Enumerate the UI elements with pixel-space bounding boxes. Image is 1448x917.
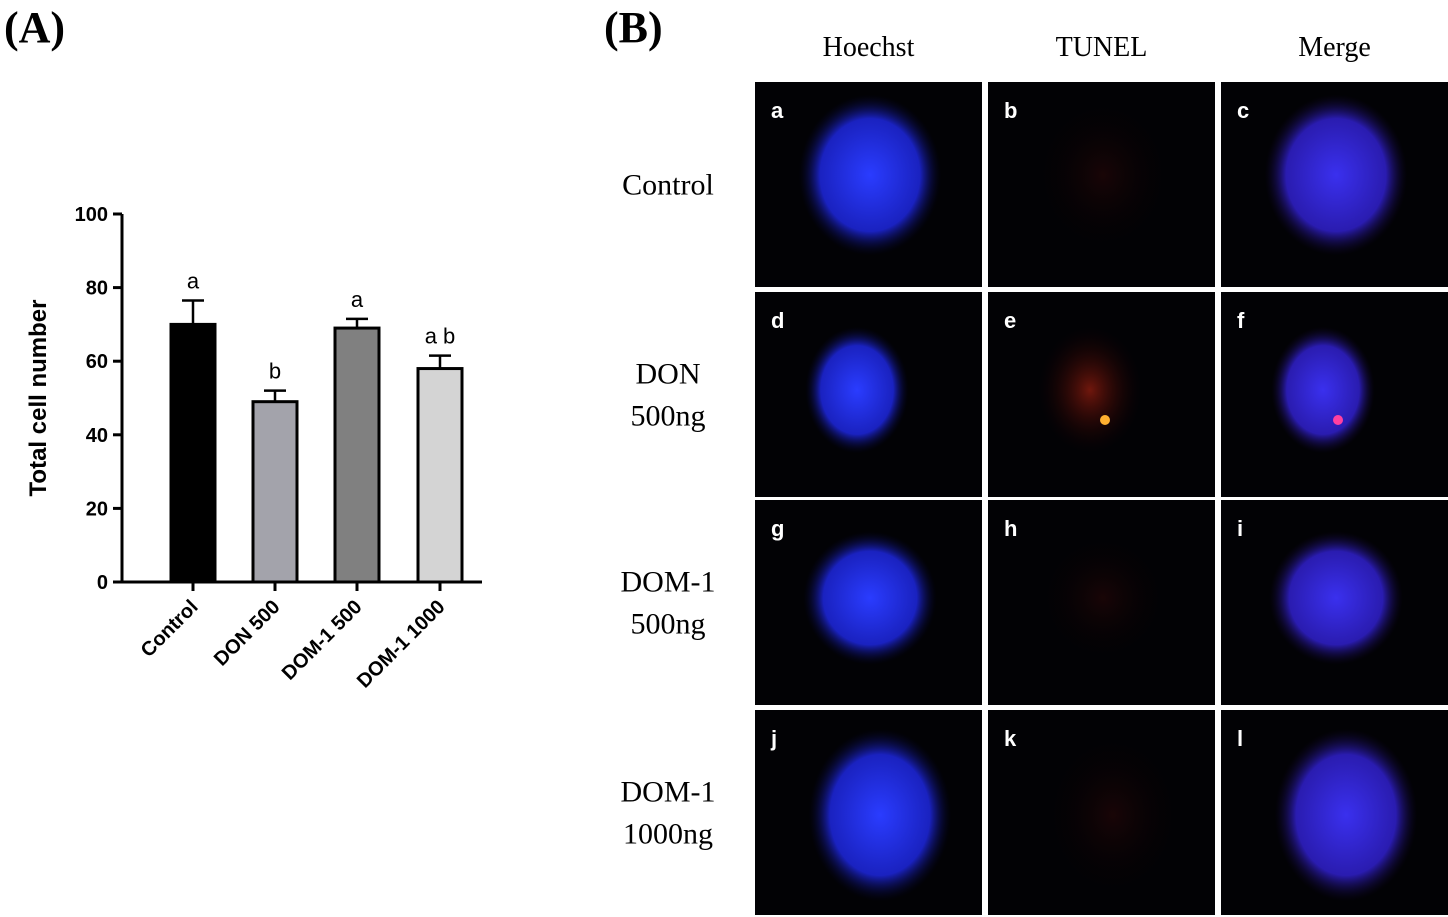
row-label-line: DOM-1 [621, 776, 716, 809]
cell-cluster [805, 326, 909, 454]
significance-letter: b [269, 359, 281, 384]
y-tick-label: 80 [86, 278, 108, 300]
micrograph: a [755, 82, 982, 287]
cell-cluster [1036, 531, 1170, 665]
image-label: c [1237, 98, 1249, 123]
apoptotic-spot [1100, 415, 1110, 425]
cell-cluster [1271, 326, 1375, 454]
image-label: b [1004, 98, 1017, 123]
micrograph: h [988, 500, 1215, 705]
image-label: j [770, 726, 777, 751]
image-label: e [1004, 308, 1016, 333]
significance-letter: a [187, 268, 200, 293]
y-tick-label: 20 [86, 498, 108, 520]
x-tick-label: DON 500 [210, 596, 285, 671]
image-label: d [771, 308, 784, 333]
micrograph: l [1221, 710, 1448, 915]
row-label-line: 500ng [631, 400, 706, 433]
y-tick-label: 100 [75, 204, 108, 226]
column-header: Hoechst [823, 32, 915, 63]
image-label: l [1237, 726, 1243, 751]
row-label: Control [622, 169, 714, 202]
y-tick-label: 40 [86, 425, 108, 447]
y-tick-label: 60 [86, 351, 108, 373]
cell-cluster [1274, 728, 1418, 902]
significance-letter: a b [425, 324, 456, 349]
x-tick-label: Control [137, 596, 203, 662]
panel-label: (A) [4, 3, 65, 52]
micrograph: e [988, 292, 1215, 497]
apoptotic-spot [1333, 415, 1343, 425]
row-label: DON 500ng [631, 358, 706, 433]
column-header: Merge [1298, 32, 1371, 63]
significance-letter: a [351, 287, 364, 312]
image-label: h [1004, 516, 1017, 541]
cell-cluster [1038, 326, 1142, 454]
cell-cluster [1269, 531, 1403, 665]
micrograph: c [1221, 82, 1448, 287]
cell-cluster [808, 728, 952, 902]
image-label: i [1237, 516, 1243, 541]
cell-cluster [1031, 94, 1175, 256]
micrograph: b [988, 82, 1215, 287]
row-label-line: 500ng [631, 608, 706, 641]
image-label: g [771, 516, 784, 541]
bar [416, 367, 464, 584]
cell-cluster [803, 531, 937, 665]
x-tick-label: DOM-1 500 [278, 596, 367, 685]
image-label: f [1237, 308, 1245, 333]
row-label: DOM-1 1000ng [621, 776, 716, 851]
micrograph: d [755, 292, 982, 497]
x-tick-label: DOM-1 1000 [353, 596, 450, 693]
y-axis-label: Total cell number [25, 300, 52, 497]
image-label: k [1004, 726, 1017, 751]
cell-cluster [1041, 728, 1185, 902]
bar [169, 322, 217, 584]
cell-cluster [1264, 94, 1408, 256]
row-label-line: DOM-1 [621, 566, 716, 599]
bar [251, 400, 299, 584]
micrograph: f [1221, 292, 1448, 497]
micrograph: k [988, 710, 1215, 915]
micrograph: g [755, 500, 982, 705]
row-label-line: Control [622, 169, 714, 202]
cell-cluster [798, 94, 942, 256]
micrograph: j [755, 710, 982, 915]
micrograph: i [1221, 500, 1448, 705]
image-label: a [771, 98, 784, 123]
row-label-line: DON [636, 358, 701, 391]
row-label-line: 1000ng [623, 818, 713, 851]
y-tick-label: 0 [97, 572, 108, 594]
row-label: DOM-1 500ng [621, 566, 716, 641]
column-header: TUNEL [1056, 32, 1148, 63]
panel-label: (B) [604, 3, 663, 52]
bar [333, 326, 381, 584]
